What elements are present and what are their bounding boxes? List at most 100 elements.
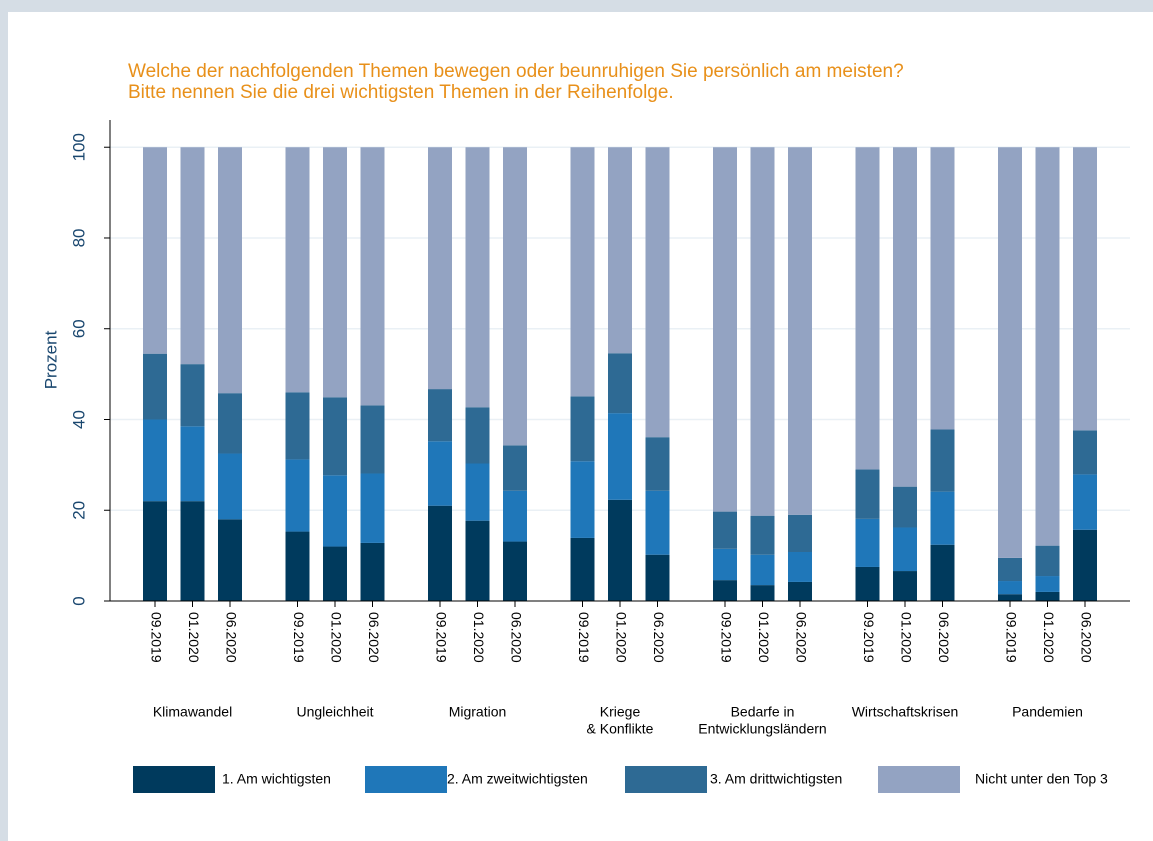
bar-segment: [428, 505, 452, 601]
legend-label: 2. Am zweitwichtigsten: [447, 771, 588, 787]
bar-segment: [1035, 591, 1060, 601]
x-tick-label: 09.2019: [148, 612, 164, 663]
bar-segment: [180, 426, 205, 502]
chart-title: Welche der nachfolgenden Themen bewegen …: [128, 61, 904, 82]
group-label: Wirtschaftskrisen: [852, 704, 959, 720]
bar-segment: [608, 147, 632, 354]
bar-segment: [930, 544, 955, 601]
x-tick-label: 01.2020: [613, 612, 629, 663]
bar-segment: [855, 518, 880, 567]
bar-segment: [645, 490, 670, 555]
bar-segment: [713, 580, 737, 601]
group-label: Klimawandel: [153, 704, 232, 720]
x-tick-label: 01.2020: [328, 612, 344, 663]
bar-segment: [998, 594, 1022, 601]
bar-segment: [503, 147, 527, 446]
x-tick-label: 09.2019: [433, 612, 449, 663]
chart-subtitle: Bitte nennen Sie die drei wichtigsten Th…: [128, 82, 674, 103]
bar-segment: [323, 475, 347, 547]
bar-segment: [608, 499, 632, 601]
y-tick-label: 40: [69, 410, 88, 429]
bar-segment: [503, 445, 527, 491]
bar-segment: [1035, 576, 1060, 592]
bar-segment: [893, 147, 917, 487]
bar-segment: [608, 353, 632, 414]
bar-segment: [465, 407, 490, 464]
bar-segment: [1073, 474, 1097, 530]
bar-segment: [360, 405, 385, 474]
bar-segment: [645, 437, 670, 491]
bar-segment: [465, 520, 490, 601]
x-tick-label: 09.2019: [718, 612, 734, 663]
x-tick-label: 01.2020: [471, 612, 487, 663]
x-tick-label: 06.2020: [223, 612, 239, 663]
x-tick-label: 09.2019: [1003, 612, 1019, 663]
bar-segment: [998, 581, 1022, 595]
bar-segment: [645, 147, 670, 438]
bar-segment: [713, 511, 737, 549]
bar-segment: [143, 147, 167, 354]
legend-label: Nicht unter den Top 3: [975, 771, 1108, 787]
bar-segment: [713, 548, 737, 581]
bar-segment: [360, 147, 385, 406]
bar-segment: [750, 515, 775, 555]
x-tick-label: 06.2020: [366, 612, 382, 663]
x-tick-label: 09.2019: [291, 612, 307, 663]
bar-segment: [788, 147, 812, 515]
bar-segment: [570, 537, 595, 601]
bar-segment: [285, 459, 310, 532]
x-tick-label: 01.2020: [1041, 612, 1057, 663]
bar-segment: [180, 364, 205, 427]
group-label: Ungleichheit: [296, 704, 373, 720]
bar-segment: [855, 147, 880, 470]
bar-segment: [428, 441, 452, 506]
bar-segment: [788, 514, 812, 552]
x-tick-label: 01.2020: [186, 612, 202, 663]
bar-segment: [143, 419, 167, 502]
bar-segment: [465, 147, 490, 408]
bar-segment: [143, 353, 167, 420]
x-tick-label: 06.2020: [651, 612, 667, 663]
bar-segment: [1073, 430, 1097, 475]
x-tick-label: 06.2020: [793, 612, 809, 663]
bar-segment: [750, 147, 775, 516]
bar-segment: [855, 566, 880, 601]
bar-segment: [998, 147, 1022, 558]
group-label: Migration: [449, 704, 507, 720]
bar-segment: [218, 453, 242, 520]
bar-segment: [1073, 529, 1097, 601]
x-tick-label: 01.2020: [756, 612, 772, 663]
legend-swatch: [625, 766, 707, 793]
bar-segment: [570, 396, 595, 462]
bar-segment: [218, 519, 242, 601]
bar-segment: [503, 541, 527, 601]
bar-segment: [218, 147, 242, 394]
group-label: Bedarfe in: [731, 704, 795, 720]
legend-swatch: [878, 766, 960, 793]
y-tick-label: 100: [69, 133, 88, 161]
bar-segment: [323, 546, 347, 601]
bar-segment: [323, 397, 347, 476]
x-tick-label: 06.2020: [936, 612, 952, 663]
bar-segment: [930, 491, 955, 545]
bar-segment: [893, 527, 917, 572]
bar-segment: [788, 551, 812, 582]
legend-label: 3. Am drittwichtigsten: [710, 771, 842, 787]
bar-segment: [570, 461, 595, 538]
bar-segment: [855, 469, 880, 519]
x-tick-label: 09.2019: [861, 612, 877, 663]
bar-segment: [713, 147, 737, 512]
bar-segment: [788, 581, 812, 601]
bar-segment: [360, 473, 385, 543]
y-tick-label: 0: [69, 596, 88, 605]
group-label: Pandemien: [1012, 704, 1083, 720]
bar-segment: [323, 147, 347, 398]
y-tick-label: 60: [69, 319, 88, 338]
bar-segment: [285, 147, 310, 393]
group-label: Kriege: [600, 704, 641, 720]
bar-segment: [930, 147, 955, 430]
bar-segment: [1035, 147, 1060, 546]
bar-segment: [285, 392, 310, 460]
